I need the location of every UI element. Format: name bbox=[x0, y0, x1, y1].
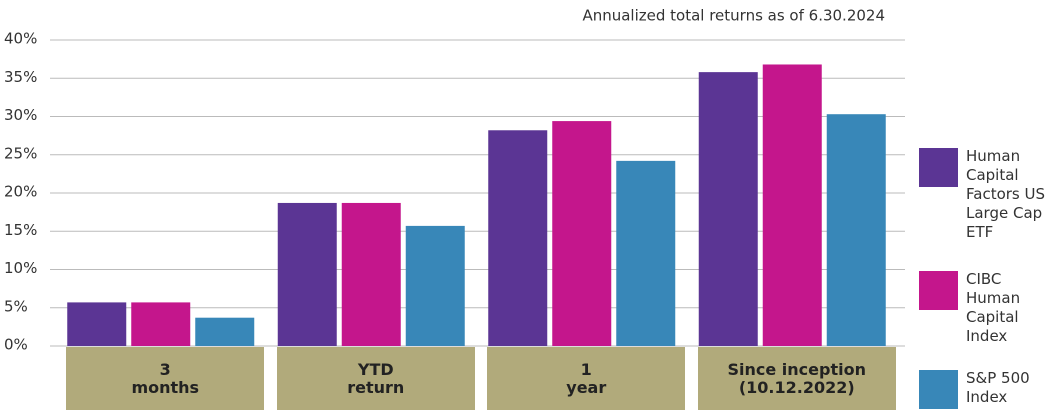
y-tick-label: 5% bbox=[4, 297, 28, 315]
bar bbox=[277, 202, 337, 346]
y-tick-label: 20% bbox=[4, 183, 37, 201]
y-tick-label: 40% bbox=[4, 30, 37, 48]
category-label: YTD return bbox=[276, 347, 475, 410]
bar bbox=[826, 114, 886, 346]
y-tick-label: 25% bbox=[4, 144, 37, 162]
bar bbox=[195, 317, 255, 346]
legend-swatch bbox=[919, 148, 958, 187]
legend-swatch bbox=[919, 370, 958, 409]
legend-label: S&P 500 Index bbox=[966, 369, 1030, 406]
bar bbox=[762, 64, 822, 346]
chart-title: Annualized total returns as of 6.30.2024 bbox=[582, 7, 885, 25]
bar bbox=[488, 130, 548, 346]
category-label: 1 year bbox=[487, 347, 686, 410]
legend-label: CIBC Human Capital Index bbox=[966, 270, 1021, 345]
bar bbox=[341, 202, 401, 346]
category-label: Since inception (10.12.2022) bbox=[697, 347, 896, 410]
bar bbox=[698, 72, 758, 346]
bar bbox=[405, 225, 465, 346]
y-tick-label: 15% bbox=[4, 221, 37, 239]
category-label: 3 months bbox=[66, 347, 265, 410]
bar bbox=[67, 302, 127, 346]
legend-label: Human Capital Factors US Large Cap ETF bbox=[966, 147, 1045, 241]
y-tick-label: 30% bbox=[4, 106, 37, 124]
y-tick-label: 10% bbox=[4, 259, 37, 277]
bar bbox=[131, 302, 191, 346]
y-tick-label: 35% bbox=[4, 68, 37, 86]
legend-swatch bbox=[919, 271, 958, 310]
bar bbox=[552, 121, 612, 346]
y-tick-label: 0% bbox=[4, 336, 28, 354]
bar bbox=[616, 160, 676, 346]
